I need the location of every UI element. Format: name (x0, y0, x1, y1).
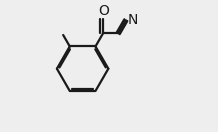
Text: O: O (98, 4, 109, 18)
Text: N: N (127, 13, 138, 27)
